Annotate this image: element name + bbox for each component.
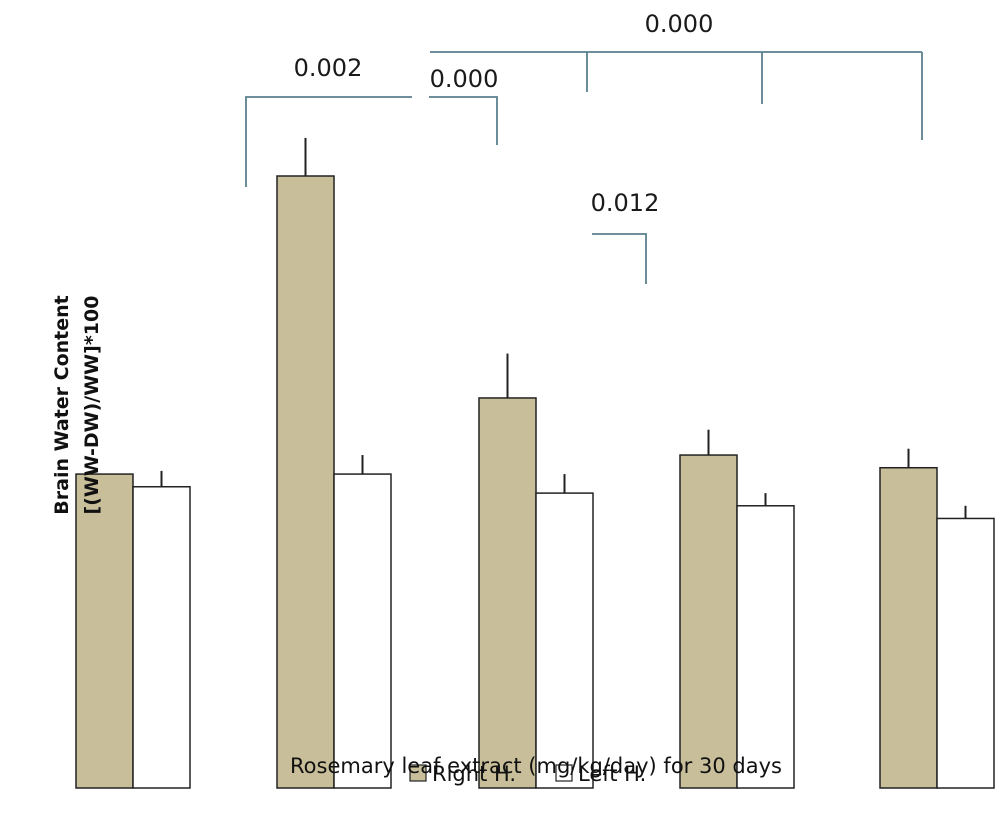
bar-right-4 xyxy=(679,454,738,789)
bar-left-4 xyxy=(736,505,795,789)
y-axis-label-group: Brain Water Content [(WW-DW)/WW]*100 xyxy=(51,295,103,514)
bracket-left xyxy=(245,96,498,187)
bracket-top xyxy=(430,51,923,140)
pvalue-label-left: 0.002 xyxy=(294,54,363,82)
pvalue-label-inner: 0.000 xyxy=(430,65,499,93)
bars-layer xyxy=(75,175,995,789)
significance-brackets xyxy=(245,51,923,284)
bar-left-5 xyxy=(936,517,995,789)
legend: Right H. Left H. xyxy=(409,762,646,786)
bracket-middle xyxy=(592,233,647,284)
bar-right-5 xyxy=(879,466,938,789)
error-bars-layer xyxy=(160,137,967,519)
legend-label-left: Left H. xyxy=(578,762,646,786)
y-axis-label: Brain Water Content xyxy=(51,295,73,514)
bar-right-2 xyxy=(276,175,335,789)
pvalue-label-top: 0.000 xyxy=(645,10,714,38)
legend-label-right: Right H. xyxy=(432,762,516,786)
legend-swatch-left xyxy=(555,764,573,782)
bar-left-2 xyxy=(333,473,392,789)
y-axis-label-line2: [(WW-DW)/WW]*100 xyxy=(81,296,103,515)
bar-right-1 xyxy=(75,473,134,789)
legend-swatch-right xyxy=(409,764,427,782)
x-axis-label: Rosemary leaf extract (mg/kg/day) for 30… xyxy=(290,754,782,778)
pvalue-label-middle: 0.012 xyxy=(591,189,660,217)
bar-left-3 xyxy=(535,492,594,789)
bar-left-1 xyxy=(132,486,191,789)
bar-right-3 xyxy=(478,397,537,789)
